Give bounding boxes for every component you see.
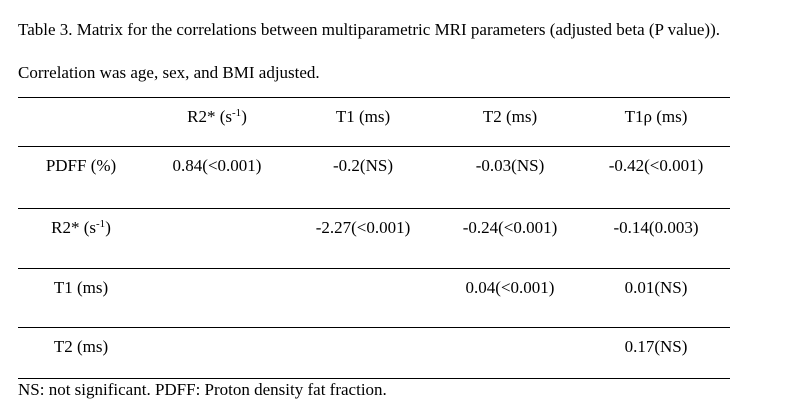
table-cell: -0.24(<0.001)	[462, 218, 558, 237]
superscript: -1	[232, 107, 242, 119]
row-header: T2 (ms)	[54, 337, 108, 357]
label-text: R2* (s	[51, 218, 97, 237]
table-footnote: NS: not significant. PDFF: Proton densit…	[18, 380, 387, 399]
table-caption: Table 3. Matrix for the correlations bet…	[18, 20, 720, 82]
table-cell: -0.14(0.003)	[613, 218, 699, 237]
column-header: T1ρ (ms)	[625, 107, 688, 127]
label-text: PDFF (%)	[45, 156, 117, 175]
label-text: T1 (ms)	[335, 107, 391, 126]
row-header: PDFF (%)	[46, 156, 116, 176]
label-text: R2* (s	[187, 107, 233, 126]
column-header: R2* (s-1)	[187, 107, 247, 127]
table-cell: -0.42(<0.001)	[608, 156, 704, 175]
label-text: )	[105, 218, 111, 237]
table-rule	[18, 268, 730, 269]
row-header: T1 (ms)	[54, 278, 108, 298]
table-rule	[18, 208, 730, 209]
column-header: T1 (ms)	[336, 107, 390, 127]
table-cell: -0.03(NS)	[475, 156, 545, 175]
row-header: R2* (s-1)	[51, 218, 111, 238]
superscript: -1	[96, 218, 106, 230]
label-text: )	[241, 107, 247, 126]
table-cell: -2.27(<0.001)	[315, 218, 411, 237]
label-text: T2 (ms)	[53, 337, 109, 356]
table-rule	[18, 97, 730, 98]
table-rule	[18, 327, 730, 328]
table-cell: -0.2(NS)	[333, 156, 393, 175]
table-cell: 0.17(NS)	[624, 337, 688, 356]
label-text: T1ρ (ms)	[624, 107, 688, 126]
table-cell: 0.84(<0.001)	[172, 156, 262, 175]
table-rule	[18, 378, 730, 379]
column-header: T2 (ms)	[483, 107, 537, 127]
table-rule	[18, 146, 730, 147]
table-cell: 0.01(NS)	[624, 278, 688, 297]
table-cell: 0.04(<0.001)	[465, 278, 555, 297]
label-text: T1 (ms)	[53, 278, 109, 297]
label-text: T2 (ms)	[482, 107, 538, 126]
